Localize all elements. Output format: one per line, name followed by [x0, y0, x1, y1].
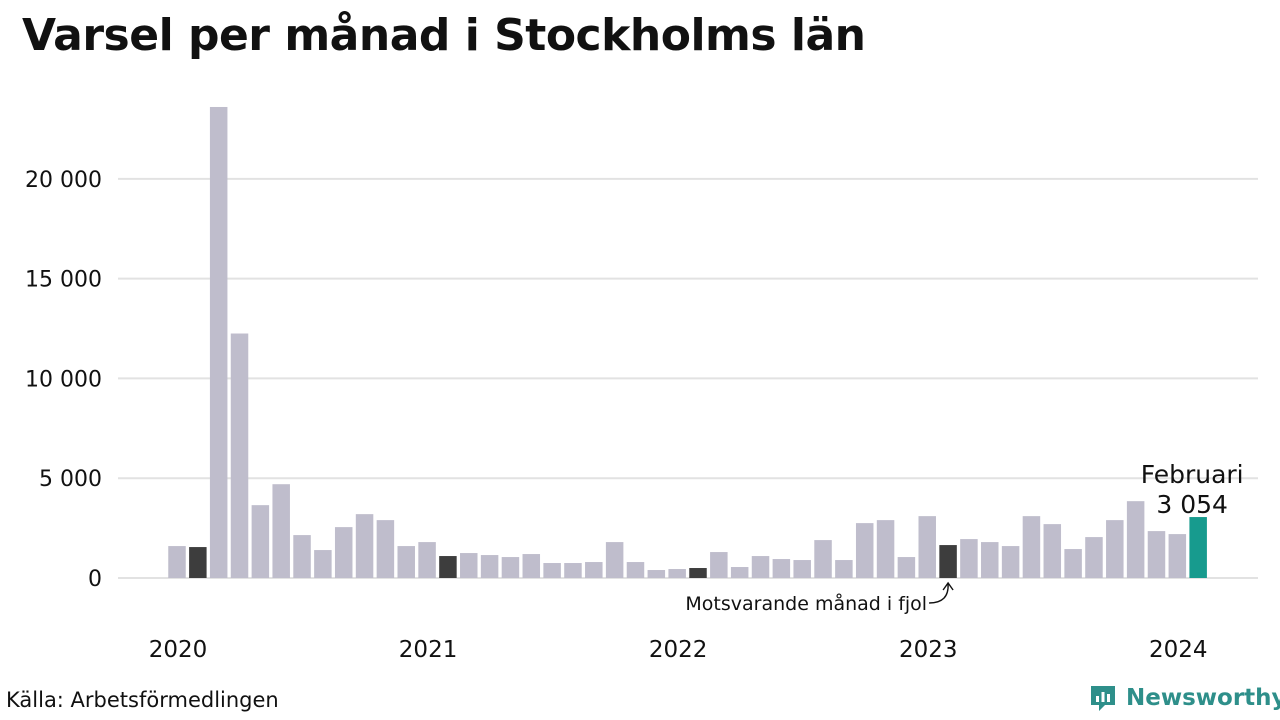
- bar-2021-10: [605, 542, 624, 578]
- bar-2020-12: [397, 546, 415, 578]
- bar-2020-06: [272, 484, 290, 578]
- bar-2023-12: [1147, 531, 1166, 578]
- bar-2021-06: [522, 554, 541, 578]
- x-tick-label: 2020: [149, 637, 208, 663]
- bar-2024-02: [1189, 517, 1207, 578]
- bar-2020-07: [293, 535, 311, 578]
- bar-2022-11: [876, 520, 895, 578]
- bars: [168, 106, 1207, 578]
- current-value-label: 3 054: [1156, 490, 1228, 519]
- bar-2023-06: [1022, 516, 1041, 578]
- y-tick-label: 10 000: [25, 367, 102, 392]
- x-tick-label: 2024: [1149, 637, 1208, 663]
- bar-2022-06: [772, 559, 791, 578]
- bar-2021-11: [626, 562, 645, 578]
- bar-2021-08: [564, 563, 582, 578]
- bar-2023-07: [1043, 524, 1062, 578]
- bar-2023-01: [918, 516, 936, 578]
- bar-2022-12: [897, 557, 916, 578]
- bar-2020-03: [209, 106, 228, 578]
- bar-2020-08: [314, 550, 332, 578]
- newsworthy-logo-icon: [1091, 686, 1115, 711]
- bar-2021-02: [439, 556, 457, 578]
- y-tick-label: 15 000: [25, 268, 102, 293]
- bar-2022-09: [835, 560, 853, 578]
- bar-2023-04: [981, 542, 999, 578]
- bar-2023-05: [1001, 546, 1020, 578]
- bar-2021-09: [585, 562, 603, 578]
- bar-2022-08: [814, 540, 832, 578]
- bar-2021-05: [501, 557, 520, 578]
- brand-logo: Newsworthy: [1088, 683, 1280, 713]
- x-tick-label: 2022: [649, 637, 708, 663]
- annotations: Februari 3 054 Motsvarande månad i fjol: [685, 460, 1243, 615]
- last-year-annotation-arrowhead: [942, 581, 954, 591]
- bar-2020-02: [189, 547, 207, 578]
- bar-2022-07: [793, 560, 811, 578]
- y-axis-tick-labels: 0 5 000 10 000 15 000 20 000: [25, 168, 102, 592]
- bar-2021-12: [647, 570, 666, 578]
- bar-2022-03: [710, 552, 728, 578]
- bar-2022-10: [855, 523, 874, 578]
- bar-2023-10: [1106, 520, 1124, 578]
- y-tick-label: 0: [88, 567, 102, 592]
- bar-2022-04: [730, 567, 749, 578]
- y-tick-label: 20 000: [25, 168, 102, 193]
- brand-name: Newsworthy: [1126, 685, 1280, 711]
- bar-2020-04: [230, 333, 249, 578]
- bar-2023-09: [1085, 537, 1103, 578]
- x-tick-label: 2023: [899, 637, 958, 663]
- bar-2021-07: [543, 563, 561, 578]
- source-note: Källa: Arbetsförmedlingen: [6, 688, 279, 712]
- bar-2020-11: [376, 520, 395, 578]
- bar-2022-01: [668, 569, 686, 578]
- last-year-annotation-label: Motsvarande månad i fjol: [685, 592, 927, 615]
- bar-2021-04: [480, 555, 499, 578]
- x-tick-label: 2021: [399, 637, 458, 663]
- bar-2023-11: [1126, 501, 1145, 578]
- x-axis-tick-labels: 2020 2021 2022 2023 2024: [149, 637, 1208, 663]
- bar-2020-10: [355, 514, 374, 578]
- bar-2023-03: [960, 539, 978, 578]
- y-tick-label: 5 000: [39, 467, 102, 492]
- bar-2020-05: [251, 505, 270, 578]
- bar-2020-01: [168, 546, 186, 578]
- last-year-annotation-arrow: [929, 583, 949, 604]
- bar-2021-03: [460, 553, 478, 578]
- chart-title: Varsel per månad i Stockholms län: [22, 10, 866, 61]
- bar-2021-01: [418, 542, 436, 578]
- bar-2020-09: [334, 527, 353, 578]
- bar-2023-02: [939, 545, 957, 578]
- bar-2024-01: [1168, 534, 1187, 578]
- bar-2022-02: [689, 568, 707, 578]
- bar-2022-05: [751, 556, 770, 578]
- current-month-label: Februari: [1141, 460, 1244, 489]
- bar-2023-08: [1064, 549, 1082, 578]
